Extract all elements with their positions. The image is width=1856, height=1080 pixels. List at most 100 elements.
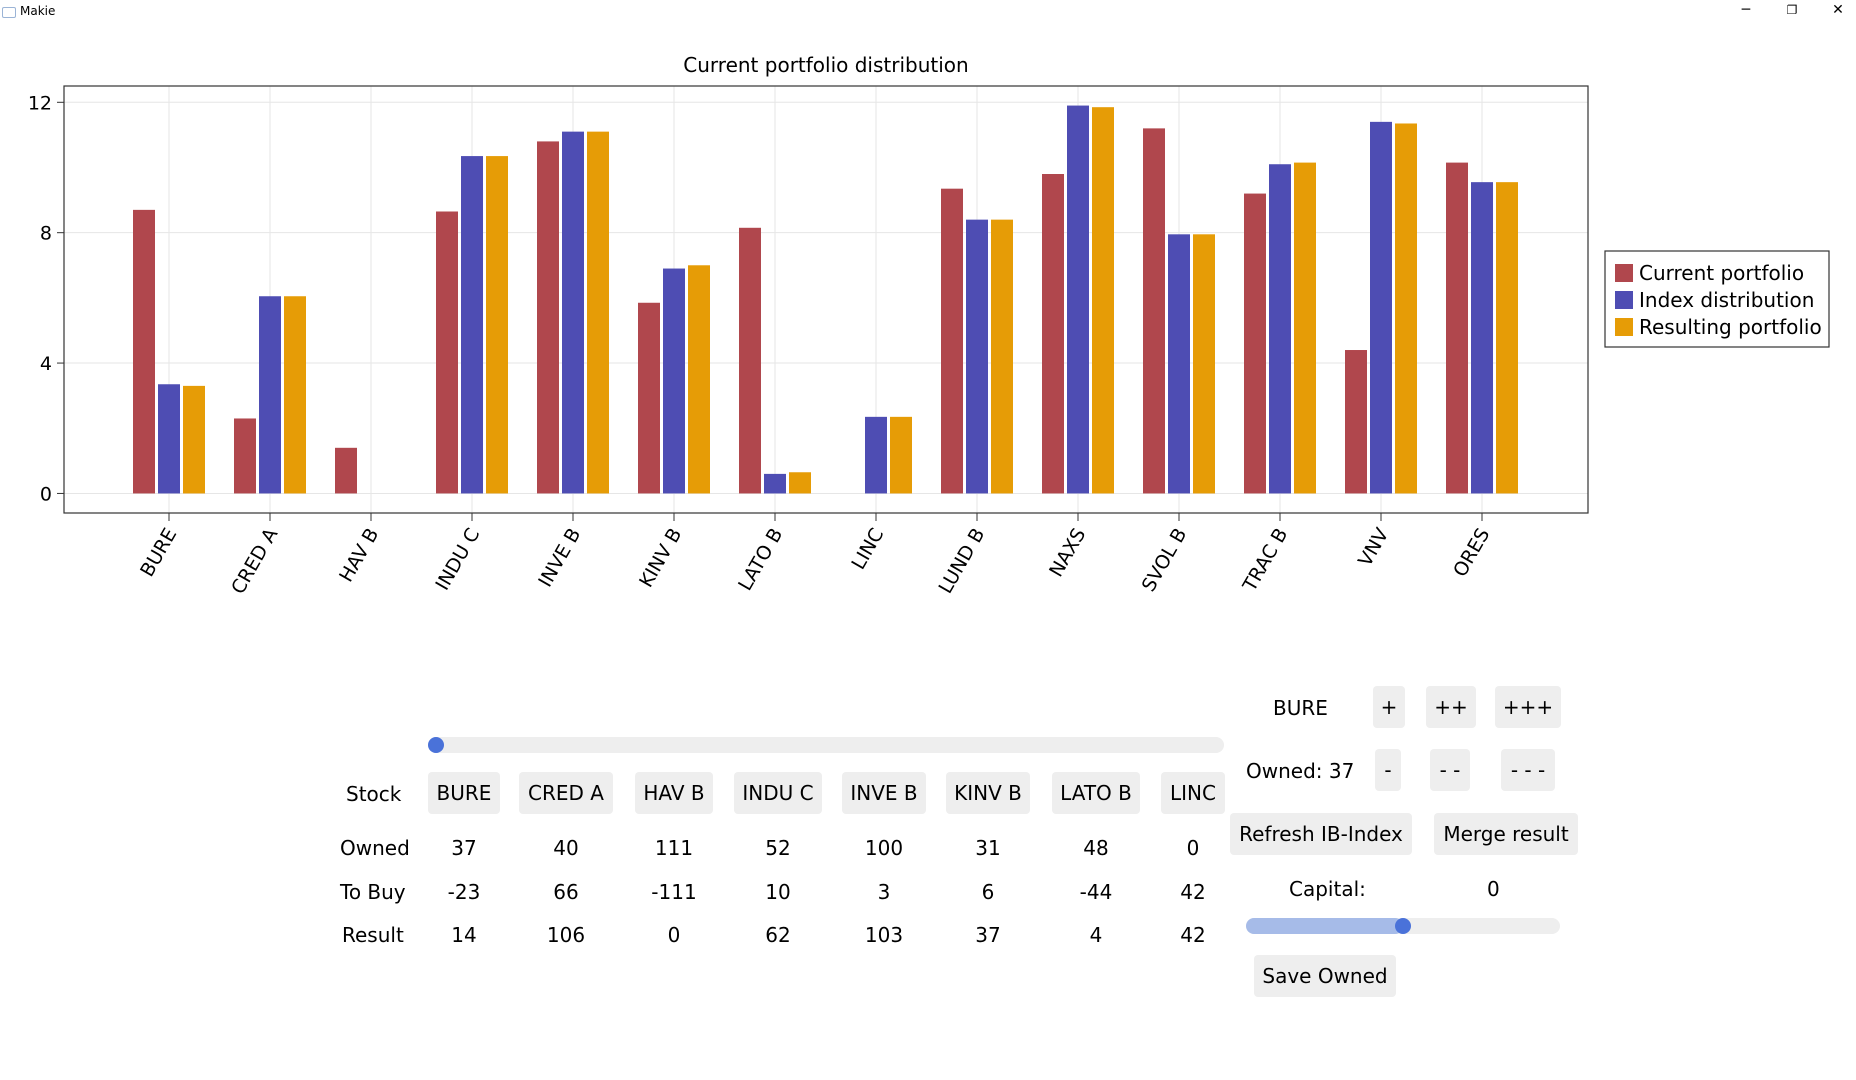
bar [1471, 182, 1493, 494]
stock-scroll-slider[interactable] [428, 737, 1224, 753]
y-tick-label: 8 [40, 223, 52, 245]
stock-select-button[interactable]: LATO B [1052, 772, 1140, 814]
legend-swatch [1615, 291, 1633, 309]
row-label-result: Result [342, 923, 404, 947]
bar [587, 131, 609, 494]
bar [183, 385, 205, 494]
bar [1370, 121, 1392, 494]
minimize-icon[interactable]: ─ [1741, 2, 1751, 18]
bar [436, 211, 458, 494]
series-current-portfolio [133, 128, 1468, 494]
row-label-to-buy: To Buy [340, 880, 406, 904]
bar [1168, 234, 1190, 494]
bar [638, 302, 660, 494]
bar [1067, 105, 1089, 494]
owned-count-label: Owned: 37 [1246, 759, 1355, 783]
minus-two-button[interactable]: - - [1430, 749, 1470, 791]
x-tick-label: INVE B [534, 525, 585, 591]
cell-result: 103 [864, 923, 904, 947]
save-owned-button[interactable]: Save Owned [1254, 955, 1396, 997]
stock-select-button[interactable]: HAV B [635, 772, 713, 814]
cell-result: 4 [1089, 923, 1103, 947]
minus-one-button[interactable]: - [1375, 749, 1401, 791]
stock-select-button[interactable]: INDU C [734, 772, 822, 814]
capital-slider-handle[interactable] [1395, 918, 1411, 934]
bar [890, 416, 912, 494]
window-title: Makie [20, 4, 56, 18]
bar [663, 268, 685, 494]
cell-result: 42 [1180, 923, 1206, 947]
cell-to-buy: 3 [877, 880, 891, 904]
app-icon [2, 7, 16, 18]
x-tick-label: BURE [136, 525, 181, 581]
cell-to-buy: 66 [553, 880, 579, 904]
portfolio-chart: Current portfolio distribution 0 4 8 12 BURE C… [0, 40, 1856, 620]
plus-three-button[interactable]: +++ [1495, 686, 1561, 728]
capital-label: Capital: [1289, 877, 1366, 901]
bar [461, 156, 483, 494]
close-icon[interactable]: ✕ [1832, 2, 1844, 18]
bar [1496, 182, 1518, 494]
bar [1143, 128, 1165, 494]
stock-select-button[interactable]: BURE [428, 772, 500, 814]
stock-select-button[interactable]: KINV B [946, 772, 1030, 814]
bar [1193, 234, 1215, 494]
cell-owned: 48 [1083, 836, 1109, 860]
stock-select-button[interactable]: LINC [1161, 772, 1225, 814]
cell-result: 106 [546, 923, 586, 947]
x-tick-label: INDU C [431, 525, 484, 595]
legend-entry: Resulting portfolio [1639, 315, 1822, 339]
bar [739, 227, 761, 494]
stock-select-button[interactable]: CRED A [519, 772, 613, 814]
stock-scroll-slider-handle[interactable] [428, 737, 444, 753]
x-tick-label: TRAC B [1238, 525, 1292, 597]
cell-owned: 37 [451, 836, 477, 860]
window-titlebar: Makie ─ ❐ ✕ [0, 0, 1856, 22]
legend-swatch [1615, 264, 1633, 282]
x-tick-label: HAV B [335, 525, 383, 586]
x-tick-label: LATO B [734, 525, 787, 595]
capital-slider-fill [1246, 918, 1403, 934]
x-tick-label: KINV B [635, 525, 686, 592]
bar [966, 219, 988, 494]
cell-owned: 40 [553, 836, 579, 860]
bar [335, 447, 357, 494]
cell-result: 62 [765, 923, 791, 947]
selected-stock-label: BURE [1273, 696, 1328, 720]
legend-entry: Index distribution [1639, 288, 1814, 312]
plus-one-button[interactable]: + [1373, 686, 1405, 728]
cell-owned: 111 [654, 836, 694, 860]
refresh-ib-index-button[interactable]: Refresh IB-Index [1230, 813, 1412, 855]
bar [234, 418, 256, 494]
bar [1269, 164, 1291, 494]
cell-result: 0 [667, 923, 681, 947]
table-header-label: Stock [346, 782, 402, 806]
x-tick-label: ORES [1449, 525, 1494, 581]
cell-result: 14 [451, 923, 477, 947]
series-resulting-portfolio [183, 107, 1518, 494]
restore-icon[interactable]: ❐ [1786, 3, 1798, 17]
bar [865, 416, 887, 494]
legend-entry: Current portfolio [1639, 261, 1804, 285]
minus-three-button[interactable]: - - - [1501, 749, 1555, 791]
plus-two-button[interactable]: ++ [1426, 686, 1476, 728]
y-tick-label: 0 [40, 483, 52, 505]
chart-title: Current portfolio distribution [683, 53, 968, 77]
merge-result-button[interactable]: Merge result [1434, 813, 1578, 855]
legend-swatch [1615, 318, 1633, 336]
legend-frame [1604, 250, 1830, 348]
bar [562, 131, 584, 494]
bar [1345, 350, 1367, 494]
cell-to-buy: -111 [651, 880, 697, 904]
bar [259, 296, 281, 494]
capital-value: 0 [1487, 877, 1500, 901]
y-tick-label: 12 [28, 92, 52, 114]
stock-select-button[interactable]: INVE B [842, 772, 926, 814]
bar [133, 209, 155, 494]
cell-to-buy: 6 [981, 880, 995, 904]
bar [789, 472, 811, 494]
x-tick-label: VNV [1354, 525, 1393, 571]
cell-to-buy: -23 [447, 880, 481, 904]
row-label-owned: Owned [340, 836, 410, 860]
bar [1446, 162, 1468, 494]
